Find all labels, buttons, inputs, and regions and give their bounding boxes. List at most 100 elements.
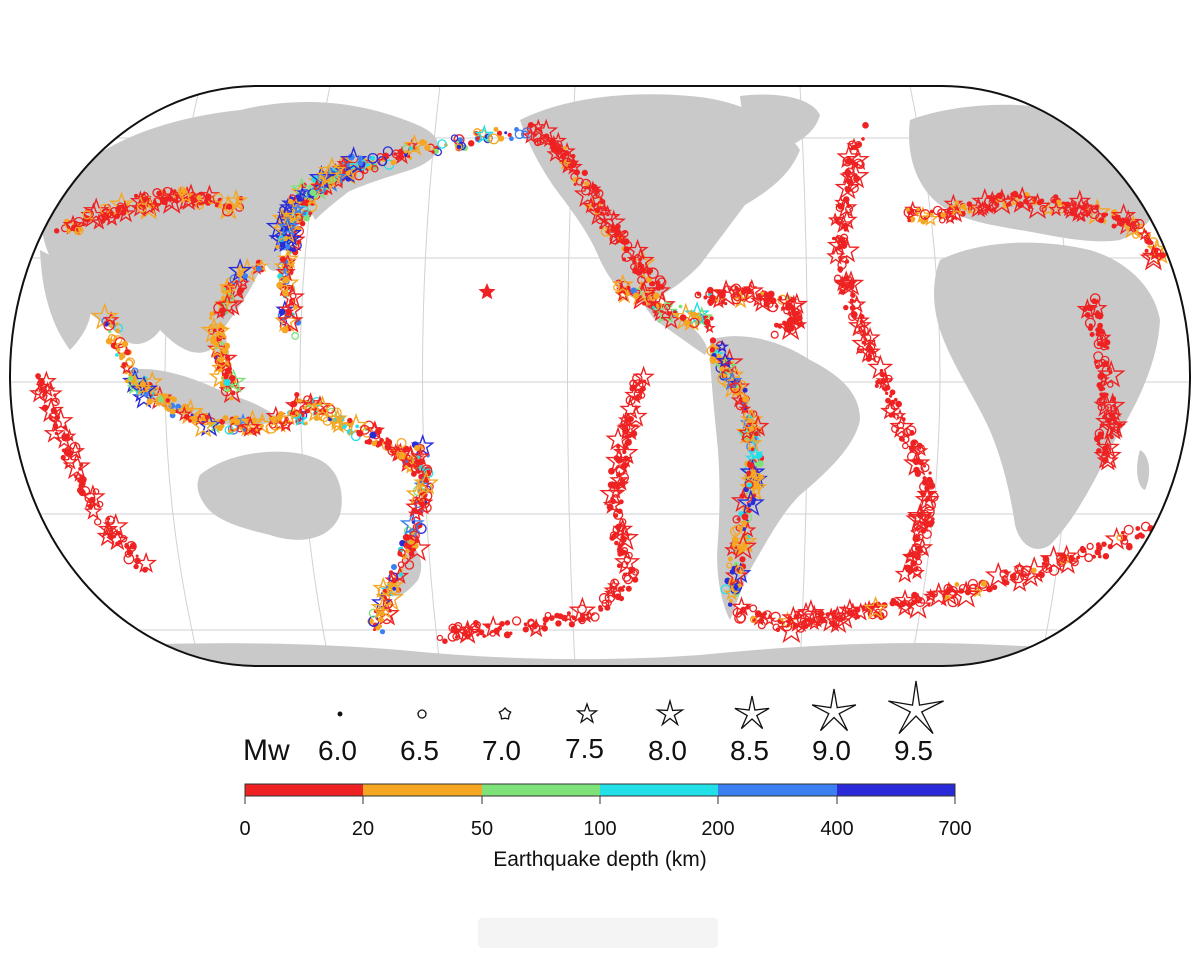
earthquake-marker — [393, 152, 397, 156]
earthquake-marker — [1004, 580, 1010, 586]
earthquake-marker — [292, 411, 308, 427]
earthquake-marker — [856, 142, 861, 147]
earthquake-marker — [648, 291, 676, 318]
earthquake-marker — [913, 459, 920, 466]
land-north-america — [520, 94, 800, 300]
earthquake-marker — [124, 349, 131, 356]
earthquake-marker — [678, 304, 683, 309]
earthquake-marker — [719, 366, 725, 372]
earthquake-marker — [359, 424, 370, 435]
earthquake-marker — [767, 290, 775, 298]
earthquake-marker — [543, 622, 547, 626]
earthquake-marker — [318, 186, 326, 194]
earthquake-marker — [764, 291, 768, 295]
earthquake-marker — [332, 155, 361, 182]
earthquake-marker — [612, 586, 616, 590]
magnitude-label-9-0: 9.0 — [812, 735, 851, 766]
earthquake-marker — [734, 286, 739, 291]
earthquake-marker — [379, 629, 386, 635]
earthquake-marker — [1070, 558, 1079, 567]
earthquake-marker — [133, 563, 139, 570]
earthquake-marker — [115, 205, 122, 212]
earthquake-marker — [739, 473, 768, 501]
earthquake-marker — [703, 318, 711, 326]
earthquake-marker — [612, 525, 620, 534]
earthquake-marker — [1144, 237, 1151, 245]
earthquake-marker — [66, 228, 71, 233]
earthquake-marker — [613, 283, 620, 291]
earthquake-marker — [909, 525, 924, 539]
earthquake-marker — [433, 148, 440, 155]
earthquake-marker — [1008, 186, 1037, 213]
earthquake-marker — [837, 270, 865, 296]
earthquake-marker — [914, 553, 921, 561]
earthquake-marker — [275, 244, 280, 250]
earthquake-marker — [618, 499, 624, 505]
earthquake-marker — [901, 442, 909, 450]
earthquake-marker — [366, 438, 373, 445]
land-africa — [934, 242, 1160, 549]
earthquake-marker — [969, 205, 977, 214]
earthquake-marker — [751, 615, 755, 620]
earthquake-marker — [991, 584, 998, 590]
earthquake-marker — [851, 310, 871, 329]
earthquake-marker — [210, 345, 238, 371]
earthquake-marker — [752, 493, 757, 498]
magnitude-symbol-9-0 — [811, 688, 857, 732]
earthquake-marker — [403, 462, 416, 474]
earthquake-marker — [573, 183, 577, 186]
earthquake-marker — [620, 560, 629, 569]
earthquake-marker — [1151, 247, 1162, 258]
earthquake-marker — [742, 527, 746, 532]
earthquake-marker — [831, 621, 838, 628]
earthquake-marker — [395, 156, 400, 161]
magnitude-symbol-6-5 — [417, 709, 427, 719]
watermark — [478, 918, 718, 948]
earthquake-marker — [229, 285, 236, 292]
earthquake-marker — [738, 402, 752, 415]
earthquake-marker — [488, 133, 500, 145]
earthquake-marker — [683, 319, 691, 327]
earthquake-marker — [1111, 223, 1117, 229]
earthquake-marker — [133, 193, 139, 198]
earthquake-marker — [742, 395, 750, 403]
earthquake-marker — [721, 370, 743, 391]
earthquake-marker — [214, 203, 219, 208]
earthquake-marker — [1041, 562, 1053, 574]
earthquake-marker — [1069, 196, 1093, 219]
earthquake-marker — [912, 566, 923, 576]
earthquake-marker — [879, 368, 884, 373]
earthquake-marker — [1095, 364, 1100, 370]
earthquake-marker — [274, 209, 298, 232]
earthquake-marker — [867, 353, 872, 357]
earthquake-marker — [317, 156, 347, 184]
earthquake-marker — [605, 426, 631, 451]
earthquake-marker — [455, 143, 463, 151]
earthquake-marker — [909, 430, 915, 435]
earthquake-marker — [617, 543, 623, 549]
earthquake-marker — [995, 192, 1006, 203]
earthquake-marker — [555, 620, 562, 627]
earthquake-marker — [746, 414, 770, 437]
earthquake-marker — [655, 285, 662, 291]
magnitude-label-6-5: 6.5 — [400, 735, 439, 766]
earthquake-marker — [619, 418, 632, 431]
earthquake-marker — [615, 234, 625, 243]
earthquake-marker — [591, 202, 596, 208]
earthquake-marker — [907, 502, 934, 528]
earthquake-marker — [980, 580, 987, 587]
earthquake-marker — [282, 289, 289, 297]
earthquake-marker — [906, 216, 911, 220]
earthquake-marker — [561, 614, 568, 622]
earthquake-marker — [1096, 448, 1102, 454]
earthquake-marker — [188, 419, 192, 423]
earthquake-marker — [118, 352, 126, 360]
earthquake-marker — [719, 291, 726, 299]
earthquake-marker — [414, 445, 420, 451]
earthquake-marker — [1130, 221, 1135, 226]
earthquake-marker — [229, 396, 234, 401]
earthquake-marker — [129, 542, 137, 550]
earthquake-marker — [329, 415, 348, 434]
earthquake-marker — [216, 418, 220, 423]
earthquake-marker — [493, 126, 499, 132]
